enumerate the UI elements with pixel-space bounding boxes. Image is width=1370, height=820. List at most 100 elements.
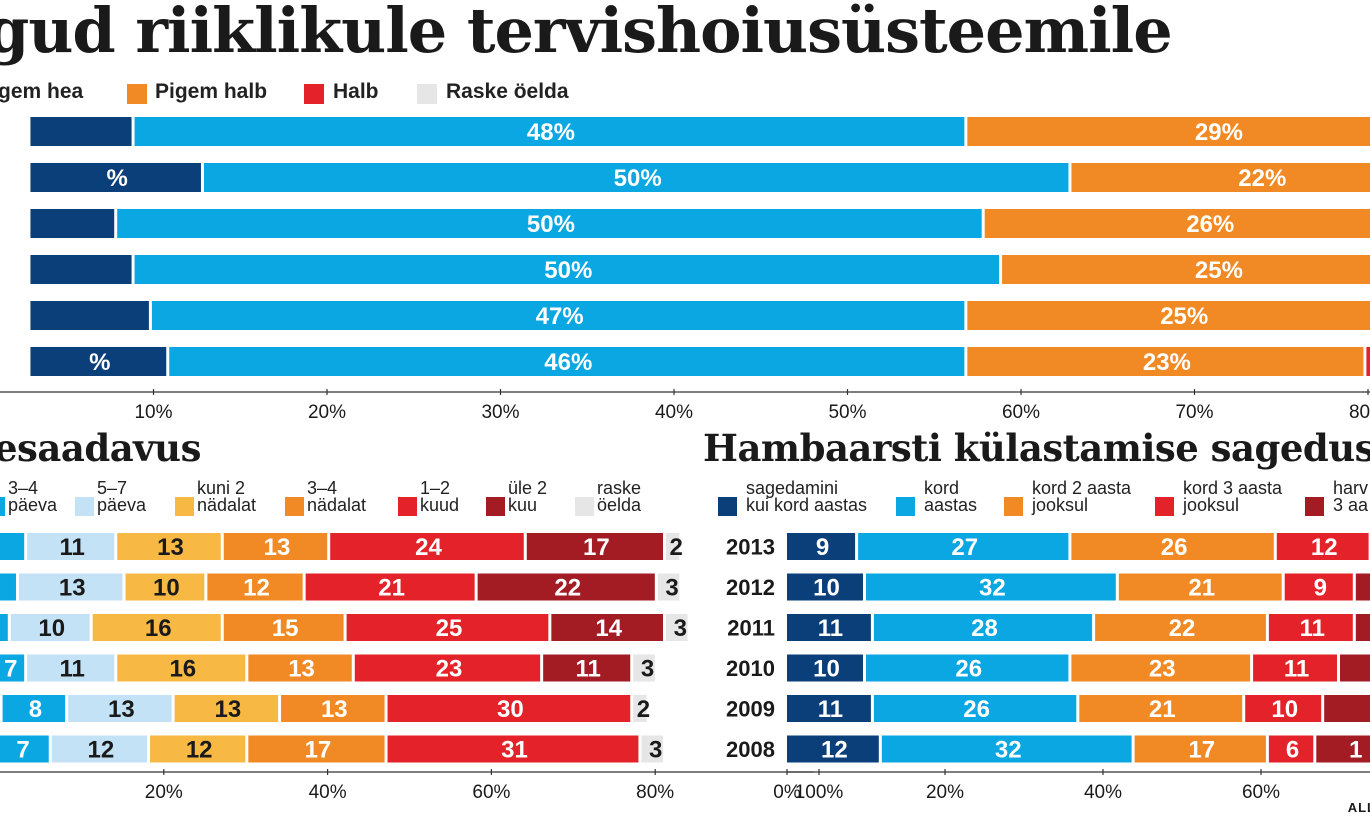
data-label: 3 bbox=[674, 615, 687, 642]
legend-label: 5–7 päeva bbox=[97, 478, 147, 515]
bar-segment bbox=[207, 573, 303, 601]
data-label: 50% bbox=[527, 211, 575, 238]
legend-label: üle 2 kuu bbox=[508, 478, 548, 515]
bar-segment bbox=[787, 614, 871, 641]
bar-segment bbox=[633, 654, 655, 682]
data-label: 2 bbox=[637, 696, 650, 723]
data-label: 25 bbox=[436, 615, 463, 642]
x-tick-label: 40% bbox=[655, 402, 693, 423]
data-label: 8 bbox=[29, 696, 42, 723]
bar-segment bbox=[1079, 695, 1243, 722]
bar-segment bbox=[641, 735, 663, 763]
bar-segment bbox=[1095, 614, 1266, 641]
legend-swatch bbox=[127, 84, 147, 104]
bar-segment bbox=[10, 614, 90, 641]
bar-segment bbox=[666, 614, 688, 641]
data-label: 6 bbox=[1286, 737, 1299, 764]
data-label: 14 bbox=[595, 615, 622, 642]
data-label: % bbox=[89, 349, 110, 376]
x-tick-label: 60% bbox=[1242, 782, 1280, 803]
data-label: 10 bbox=[153, 575, 180, 602]
category-label: 2013 bbox=[726, 535, 775, 560]
data-label: 32 bbox=[995, 737, 1022, 764]
legend-swatch bbox=[486, 497, 505, 516]
bar-segment bbox=[1355, 573, 1370, 601]
data-label: 29% bbox=[1195, 119, 1243, 146]
category-label: 2012 bbox=[726, 575, 775, 600]
bar-segment bbox=[134, 117, 965, 146]
legend-swatch bbox=[575, 497, 594, 516]
data-label: 11 bbox=[576, 656, 601, 683]
subtitle-right: Hambaarsti külastamise sagedus bbox=[703, 426, 1370, 470]
data-label: 16 bbox=[145, 615, 172, 642]
legend-swatch bbox=[417, 84, 437, 104]
legend-swatch bbox=[304, 84, 324, 104]
bar-segment bbox=[223, 533, 328, 560]
legend-swatch bbox=[398, 497, 417, 516]
bar-segment bbox=[0, 735, 49, 763]
bar-segment bbox=[1366, 347, 1370, 376]
bar-segment bbox=[787, 654, 863, 682]
legend-swatch bbox=[718, 497, 737, 516]
category-label: 2009 bbox=[726, 697, 775, 722]
bar-segment bbox=[984, 209, 1370, 238]
data-label: 13 bbox=[108, 696, 135, 723]
bar-segment bbox=[346, 614, 549, 641]
bar-segment bbox=[169, 347, 965, 376]
data-label: 10 bbox=[813, 656, 840, 683]
category-label: 2011 bbox=[727, 616, 775, 641]
data-label: 12 bbox=[243, 575, 270, 602]
bar-segment bbox=[866, 654, 1069, 682]
x-tick-label: 20% bbox=[145, 782, 183, 803]
legend-swatch bbox=[896, 497, 915, 516]
legend-label: Pigem halb bbox=[155, 80, 268, 103]
bar-segment bbox=[27, 533, 115, 560]
data-label: 3 bbox=[641, 656, 654, 683]
bar-segment bbox=[866, 573, 1116, 601]
bar-segment bbox=[787, 735, 879, 763]
legend-label: gem hea bbox=[0, 80, 84, 103]
bar-segment bbox=[281, 695, 385, 722]
data-label: 17 bbox=[583, 534, 610, 561]
bar-segment bbox=[787, 695, 871, 722]
legend-label: Halb bbox=[333, 80, 379, 103]
bar-segment bbox=[305, 573, 475, 601]
bar-segment bbox=[633, 695, 647, 722]
x-tick-label: 70% bbox=[1175, 402, 1213, 423]
bar-segment bbox=[1002, 255, 1370, 284]
subtitle-left: esaadavus bbox=[0, 426, 201, 470]
data-label: 31 bbox=[501, 737, 528, 764]
x-tick-label: 20% bbox=[926, 782, 964, 803]
data-label: 26 bbox=[963, 696, 990, 723]
data-label: 13 bbox=[157, 534, 184, 561]
bar-segment bbox=[967, 347, 1364, 376]
data-label: 25% bbox=[1160, 303, 1208, 330]
data-label: 22% bbox=[1238, 165, 1286, 192]
bar-segment bbox=[30, 255, 132, 284]
source-label: ALL bbox=[1347, 800, 1370, 815]
bar-segment bbox=[125, 573, 205, 601]
legend-label: kord aastas bbox=[924, 478, 978, 515]
bar-segment bbox=[551, 614, 663, 641]
data-label: 2 bbox=[670, 534, 683, 561]
legend-swatch bbox=[1004, 497, 1023, 516]
bar-segment bbox=[1268, 735, 1314, 763]
data-label: 15 bbox=[272, 615, 299, 642]
bar-segment bbox=[248, 654, 352, 682]
legend-label: 1–2 kuud bbox=[420, 478, 460, 515]
x-tick-label: 60% bbox=[472, 782, 510, 803]
bar-segment bbox=[30, 163, 201, 192]
data-label: 11 bbox=[60, 656, 85, 683]
data-label: 50% bbox=[614, 165, 662, 192]
category-label: 2010 bbox=[726, 656, 775, 681]
bar-segment bbox=[68, 695, 172, 722]
legend-label: raske öelda bbox=[597, 478, 642, 515]
data-label: 7 bbox=[4, 656, 17, 683]
data-label: 17 bbox=[305, 737, 332, 764]
data-label: 21 bbox=[1188, 575, 1215, 602]
data-label: 48% bbox=[527, 119, 575, 146]
bar-segment bbox=[0, 533, 25, 560]
data-label: 24 bbox=[415, 534, 442, 561]
x-tick-label: 60% bbox=[1002, 402, 1040, 423]
bar-segment bbox=[1355, 614, 1370, 641]
